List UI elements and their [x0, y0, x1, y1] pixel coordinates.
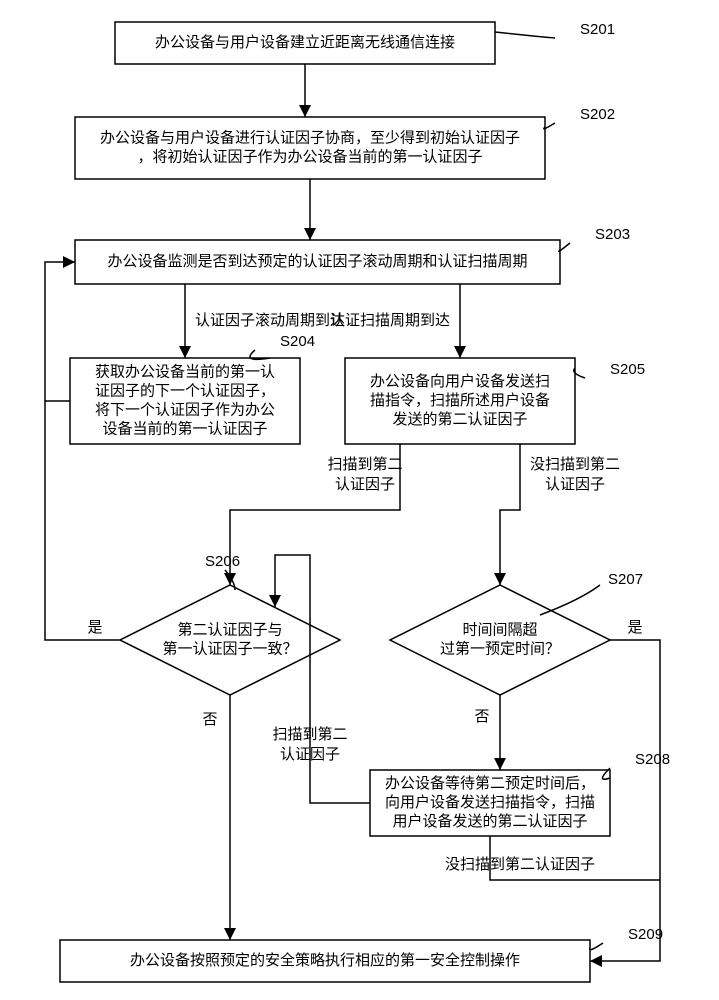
- svg-text:设备当前的第一认证因子: 设备当前的第一认证因子: [102, 419, 267, 437]
- svg-text:否: 否: [474, 708, 489, 725]
- svg-text:扫描到第二: 扫描到第二: [272, 725, 347, 743]
- svg-text:扫描到第二: 扫描到第二: [327, 455, 402, 473]
- svg-text:第二认证因子与: 第二认证因子与: [177, 620, 282, 638]
- svg-text:认证因子: 认证因子: [545, 476, 605, 493]
- svg-text:，将初始认证因子作为办公设备当前的第一认证因子: ，将初始认证因子作为办公设备当前的第一认证因子: [137, 147, 482, 165]
- svg-text:办公设备按照预定的安全策略执行相应的第一安全控制操作: 办公设备按照预定的安全策略执行相应的第一安全控制操作: [130, 951, 520, 969]
- svg-text:办公设备向用户设备发送扫: 办公设备向用户设备发送扫: [370, 373, 550, 390]
- svg-text:S204: S204: [280, 333, 315, 350]
- svg-text:S209: S209: [628, 926, 663, 943]
- svg-text:S201: S201: [580, 21, 615, 38]
- svg-text:办公设备与用户设备建立近距离无线通信连接: 办公设备与用户设备建立近距离无线通信连接: [155, 34, 455, 51]
- svg-text:认证因子滚动周期到达: 认证因子滚动周期到达: [195, 312, 345, 329]
- svg-text:S206: S206: [205, 553, 240, 570]
- svg-text:过第一预定时间？: 过第一预定时间？: [440, 639, 560, 657]
- svg-text:描指令，扫描所述用户设备: 描指令，扫描所述用户设备: [370, 392, 550, 409]
- svg-text:S203: S203: [595, 226, 630, 243]
- svg-text:认证扫描周期到达: 认证扫描周期到达: [330, 312, 450, 329]
- svg-text:S205: S205: [610, 361, 645, 378]
- svg-text:没扫描到第二: 没扫描到第二: [530, 455, 620, 473]
- svg-text:办公设备等待第二预定时间后，: 办公设备等待第二预定时间后，: [385, 774, 595, 792]
- svg-text:用户设备发送的第二认证因子: 用户设备发送的第二认证因子: [392, 812, 587, 830]
- svg-text:第一认证因子一致？: 第一认证因子一致？: [162, 639, 297, 657]
- svg-text:时间间隔超: 时间间隔超: [462, 621, 537, 638]
- svg-text:证因子的下一个认证因子，: 证因子的下一个认证因子，: [95, 382, 275, 399]
- svg-text:发送的第二认证因子: 发送的第二认证因子: [392, 410, 527, 428]
- svg-text:S208: S208: [635, 751, 670, 768]
- svg-text:是: 是: [627, 619, 642, 636]
- svg-text:将下一个认证因子作为办公: 将下一个认证因子作为办公: [95, 401, 275, 418]
- flowchart-diagram: 办公设备与用户设备建立近距离无线通信连接办公设备与用户设备进行认证因子协商，至少…: [0, 0, 719, 1000]
- svg-text:认证因子: 认证因子: [335, 476, 395, 493]
- svg-text:是: 是: [87, 619, 102, 636]
- svg-text:认证因子: 认证因子: [280, 746, 340, 763]
- svg-text:没扫描到第二认证因子: 没扫描到第二认证因子: [445, 855, 595, 873]
- svg-text:S202: S202: [580, 106, 615, 123]
- svg-text:办公设备与用户设备进行认证因子协商，至少得到初始认证因子: 办公设备与用户设备进行认证因子协商，至少得到初始认证因子: [100, 129, 520, 146]
- svg-text:向用户设备发送扫描指令，扫描: 向用户设备发送扫描指令，扫描: [385, 794, 595, 811]
- svg-text:S207: S207: [608, 571, 643, 588]
- svg-text:获取办公设备当前的第一认: 获取办公设备当前的第一认: [95, 362, 275, 380]
- svg-text:否: 否: [202, 711, 217, 728]
- svg-text:办公设备监测是否到达预定的认证因子滚动周期和认证扫描周期: 办公设备监测是否到达预定的认证因子滚动周期和认证扫描周期: [107, 253, 527, 270]
